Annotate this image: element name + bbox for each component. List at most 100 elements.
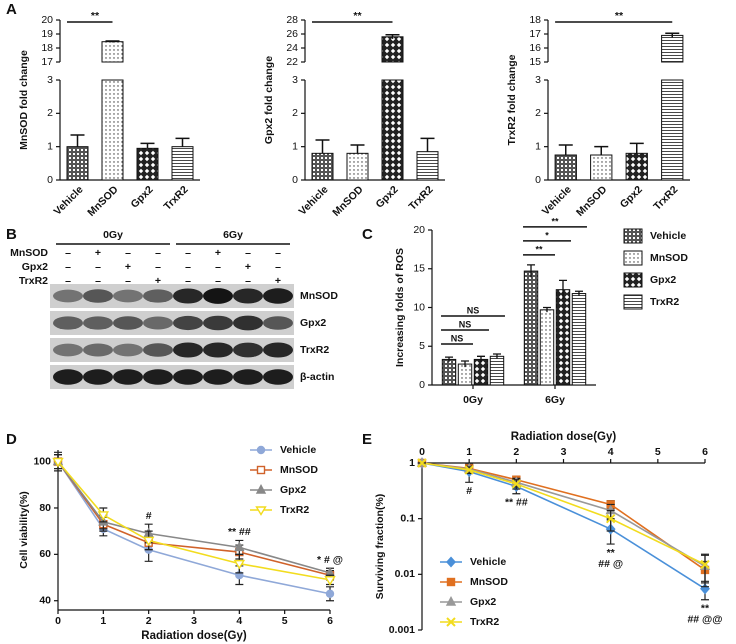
blot-band xyxy=(173,315,203,331)
treatment-sign: – xyxy=(65,247,71,259)
y-tick-label: 0 xyxy=(535,174,541,186)
blot-band xyxy=(83,289,113,303)
treatment-sign: – xyxy=(275,247,281,259)
x-tick-label: 6Gy xyxy=(545,394,565,406)
legend-label: Vehicle xyxy=(280,444,316,456)
legend-label: Vehicle xyxy=(650,230,686,242)
blot-band xyxy=(143,369,173,385)
y-tick-label: 3 xyxy=(535,74,541,86)
marker xyxy=(142,536,155,547)
blot-band xyxy=(173,342,203,358)
error-bar xyxy=(350,144,365,154)
marker xyxy=(233,559,246,570)
y-tick-label: 2 xyxy=(535,107,541,119)
x-tick-label: MnSOD xyxy=(85,183,121,219)
marker xyxy=(700,559,710,570)
error-bar xyxy=(606,509,615,532)
y-tick-label: 1 xyxy=(409,457,415,469)
x-tick-label: Gpx2 xyxy=(129,183,156,210)
bar xyxy=(416,151,439,181)
x-tick-label: Gpx2 xyxy=(374,183,401,210)
error-bar xyxy=(461,360,470,368)
bar xyxy=(555,289,571,386)
blot-band xyxy=(263,342,293,358)
x-tick-label: 2 xyxy=(146,615,152,627)
y-tick-label: 1 xyxy=(47,140,53,152)
x-tick-label: 6 xyxy=(702,446,708,458)
error-bar xyxy=(420,137,435,152)
error-bar xyxy=(558,279,567,299)
bar xyxy=(101,41,124,63)
blot-band xyxy=(203,342,233,358)
blot-band xyxy=(113,289,143,303)
treatment-sign: + xyxy=(215,247,221,259)
y-tick-label: 26 xyxy=(286,28,298,40)
marker xyxy=(417,458,427,468)
marker xyxy=(324,576,336,586)
treatment-sign: – xyxy=(125,247,131,259)
y-tick-label: 18 xyxy=(529,14,541,26)
bar xyxy=(136,147,159,181)
blot-band xyxy=(263,288,293,304)
series-line xyxy=(57,461,331,576)
treatment-sign: + xyxy=(275,275,281,287)
blot-band xyxy=(143,343,173,357)
error-bar xyxy=(70,134,85,147)
annotation: # xyxy=(466,485,472,497)
significance-label: ** xyxy=(615,10,624,22)
y-tick-label: 15 xyxy=(413,263,425,275)
legend-label: TrxR2 xyxy=(470,616,499,628)
treatment-sign: + xyxy=(125,261,131,273)
band-label: Gpx2 xyxy=(300,317,326,329)
treatment-sign: – xyxy=(185,275,191,287)
y-tick-label: 0.01 xyxy=(395,568,416,580)
band-label: β-actin xyxy=(300,371,334,383)
x-tick-label: TrxR2 xyxy=(161,183,190,212)
legend-swatch xyxy=(623,294,643,310)
x-tick-label: MnSOD xyxy=(330,183,366,219)
marker xyxy=(234,541,245,552)
x-tick-label: Vehicle xyxy=(52,183,86,217)
blot-band xyxy=(233,288,263,304)
x-tick-label: TrxR2 xyxy=(651,183,680,212)
panel-label: D xyxy=(6,431,17,448)
y-axis-label: Surviving fraction(%) xyxy=(374,494,386,600)
y-tick-label: 19 xyxy=(41,28,53,40)
treatment-sign: – xyxy=(245,247,251,259)
y-tick-label: 10 xyxy=(413,301,425,313)
annotation: ## @ xyxy=(598,558,623,570)
legend-label: MnSOD xyxy=(470,576,508,588)
treatment-sign: – xyxy=(95,261,101,273)
annotation: ** xyxy=(607,547,616,559)
error-bar xyxy=(492,353,501,359)
bar xyxy=(661,34,684,63)
y-tick-label: 15 xyxy=(529,56,541,68)
marker xyxy=(256,465,266,475)
panel-label: E xyxy=(362,431,372,448)
bar xyxy=(590,154,613,181)
y-tick-label: 16 xyxy=(529,42,541,54)
marker xyxy=(97,511,110,521)
bar xyxy=(346,152,369,181)
x-tick-label: 5 xyxy=(655,446,661,458)
y-tick-label: 0 xyxy=(419,379,425,391)
x-tick-label: 6 xyxy=(327,615,333,627)
significance-label: ** xyxy=(551,216,559,226)
legend-swatch xyxy=(623,228,643,244)
x-tick-label: 4 xyxy=(236,615,242,627)
error-bar xyxy=(175,137,190,147)
marker xyxy=(700,583,710,595)
error-bar xyxy=(629,142,644,154)
error-bar xyxy=(701,553,709,584)
y-tick-label: 100 xyxy=(33,455,51,467)
x-tick-label: 0Gy xyxy=(463,394,483,406)
significance-label: * xyxy=(545,230,549,240)
error-bar xyxy=(476,355,485,363)
blot-band xyxy=(83,343,113,357)
y-tick-label: 0 xyxy=(292,174,298,186)
blot-band xyxy=(233,315,263,331)
error-bar xyxy=(558,144,573,155)
blot-band xyxy=(173,369,203,385)
significance-label: NS xyxy=(467,305,480,315)
